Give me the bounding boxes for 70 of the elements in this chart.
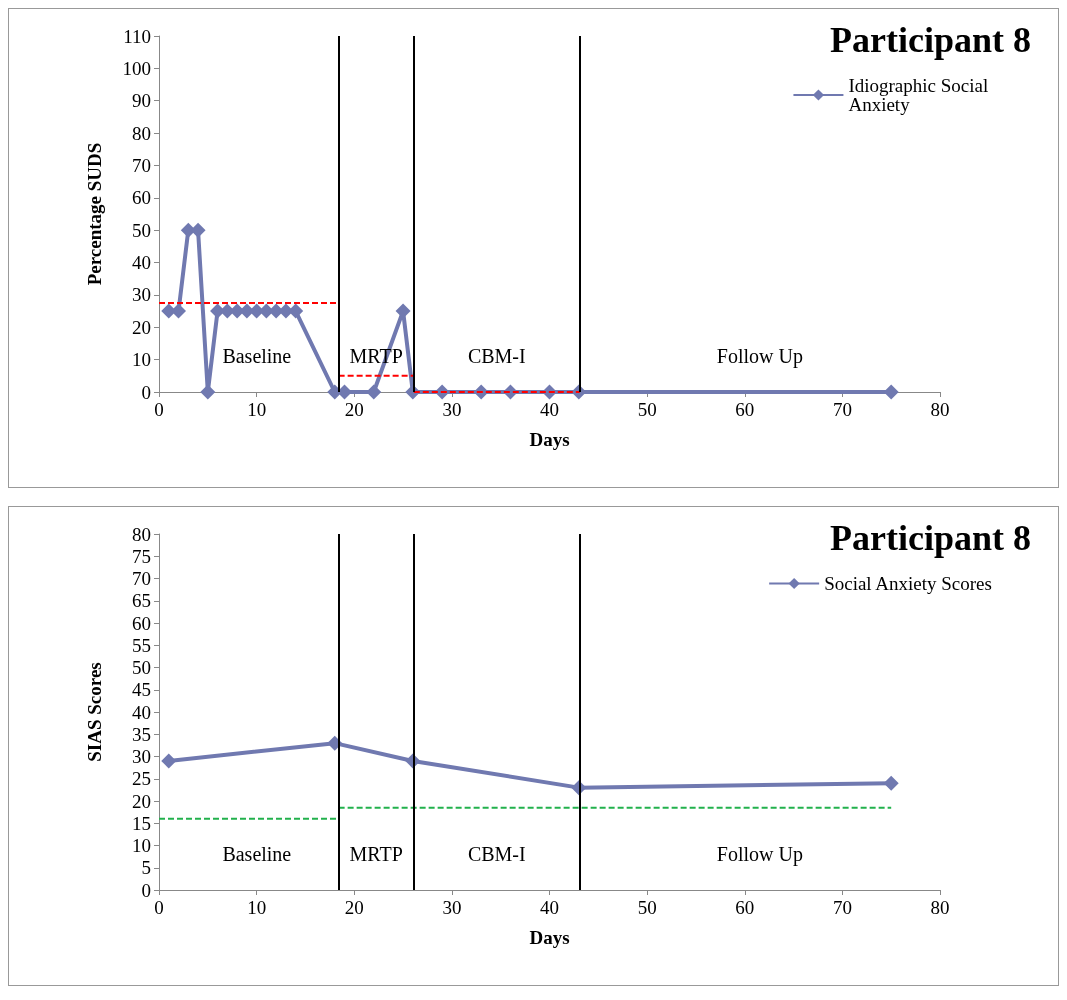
annotation: MRTP [349,843,403,865]
y-tick-label: 90 [132,90,151,112]
y-tick-label: 75 [132,545,151,567]
x-tick-label: 40 [540,897,559,918]
x-tick-label: 80 [930,897,950,918]
y-tick-label: 20 [132,316,151,338]
y-tick-label: 70 [132,568,151,589]
y-axis-title: SIAS Scores [84,662,105,762]
y-tick-label: 50 [132,219,151,241]
point [161,753,177,769]
y-tick-label: 20 [132,790,151,812]
y-tick-label: 25 [132,768,151,790]
annotation: Baseline [222,345,292,367]
y-axis-title: Percentage SUDS [84,142,105,286]
x-tick-label: 60 [735,897,755,918]
y-tick-label: 10 [132,835,151,856]
y-tick-label: 45 [132,679,151,701]
point [883,384,899,400]
y-tick-label: 0 [141,381,151,403]
point [200,384,216,400]
y-tick-label: 60 [132,612,151,634]
annotation: CBM-I [467,345,526,367]
y-tick-label: 65 [132,590,151,612]
y-tick-label: 80 [132,523,151,545]
chart-title: Participant 8 [830,518,1032,558]
y-tick-label: 55 [132,634,151,656]
y-tick-label: 35 [132,723,151,745]
y-tick-label: 100 [122,57,151,79]
x-tick-label: 40 [540,399,559,420]
y-tick-label: 50 [132,657,151,678]
y-tick-label: 10 [132,349,151,371]
x-tick-label: 20 [344,399,364,420]
x-tick-label: 70 [832,399,852,420]
x-tick-label: 80 [930,399,950,420]
x-tick-label: 0 [154,897,164,918]
legend-label: Social Anxiety Scores [824,573,992,594]
y-tick-label: 0 [141,879,151,901]
x-tick-label: 20 [344,897,364,918]
y-tick-label: 5 [141,857,151,879]
point [883,775,899,791]
point [288,303,304,319]
x-axis-title: Days [529,927,570,948]
y-tick-label: 30 [132,284,151,306]
y-tick-label: 70 [132,154,151,176]
x-tick-label: 50 [637,897,657,918]
x-tick-label: 10 [247,897,267,918]
chart-title: Participant 8 [830,20,1032,60]
annotation: Follow Up [716,843,803,866]
y-tick-label: 40 [132,252,151,274]
point [366,384,382,400]
y-tick-label: 80 [132,122,151,144]
x-tick-label: 10 [247,399,267,420]
x-tick-label: 60 [735,399,755,420]
annotation: CBM-I [467,843,526,865]
legend-label: Idiographic Social Anxiety [848,75,994,115]
annotation: Baseline [222,843,292,865]
x-tick-label: 30 [442,897,462,918]
x-tick-label: 30 [442,399,462,420]
y-tick-label: 15 [132,812,151,834]
x-tick-label: 0 [154,399,164,420]
x-tick-label: 50 [637,399,657,420]
y-tick-label: 110 [123,25,151,47]
y-tick-label: 60 [132,187,151,209]
x-tick-label: 70 [832,897,852,918]
annotation: Follow Up [716,345,803,368]
point [171,303,187,319]
x-axis-title: Days [529,429,570,450]
y-tick-label: 40 [132,701,151,723]
point [395,303,411,319]
y-tick-label: 30 [132,746,151,767]
